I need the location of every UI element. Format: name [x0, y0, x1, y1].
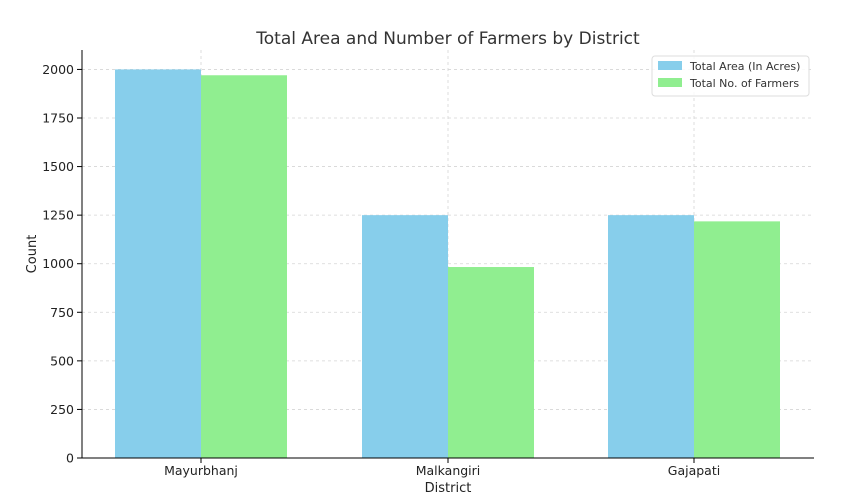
legend: Total Area (In Acres) Total No. of Farme… — [651, 55, 810, 97]
legend-label-total-farmers: Total No. of Farmers — [689, 77, 799, 90]
y-tick-label: 1250 — [42, 208, 74, 223]
legend-frame — [651, 55, 810, 97]
y-tick-label: 250 — [50, 402, 74, 417]
bar-total-area-gajapati — [608, 215, 694, 458]
y-axis-label: Count — [25, 235, 40, 274]
x-axis-label: District — [425, 481, 472, 496]
chart-title: Total Area and Number of Farmers by Dist… — [255, 29, 640, 49]
x-tick-label: Mayurbhanj — [164, 463, 238, 478]
bar-total-farmers-malkangiri — [448, 267, 534, 458]
legend-swatch-total-farmers — [658, 78, 682, 87]
bar-total-area-mayurbhanj — [115, 69, 201, 458]
x-tick-label: Malkangiri — [416, 463, 481, 478]
legend-label-total-area: Total Area (In Acres) — [689, 60, 800, 73]
bar-total-area-malkangiri — [362, 215, 448, 458]
legend-swatch-total-area — [658, 61, 682, 70]
y-tick-label: 2000 — [42, 62, 74, 77]
y-tick-label: 500 — [50, 353, 74, 368]
bar-total-farmers-gajapati — [694, 221, 780, 458]
bars — [115, 69, 780, 458]
y-tick-label: 1000 — [42, 256, 74, 271]
bar-total-farmers-mayurbhanj — [201, 75, 287, 458]
ticks: 0 250 500 750 1000 1250 1500 1750 2000 Mayurbhanj… — [42, 62, 720, 478]
x-tick-label: Gajapati — [668, 463, 720, 478]
y-tick-label: 0 — [66, 451, 74, 466]
y-tick-label: 1750 — [42, 111, 74, 126]
y-tick-label: 750 — [50, 305, 74, 320]
y-tick-label: 1500 — [42, 159, 74, 174]
